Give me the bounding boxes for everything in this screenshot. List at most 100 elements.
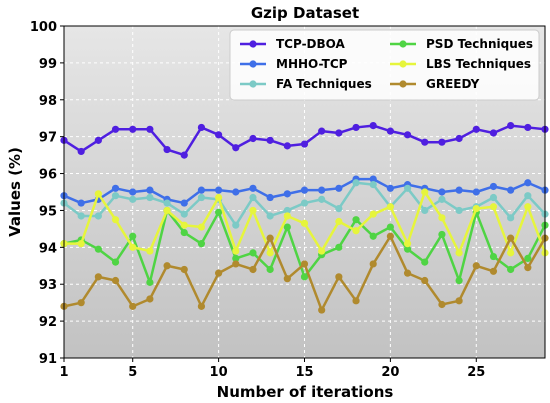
data-point-tcp-dboa <box>455 134 463 143</box>
data-point-psd-techniques <box>403 245 412 253</box>
data-point-mhho-tcp <box>386 184 394 192</box>
data-point-tcp-dboa <box>335 129 343 137</box>
data-point-psd-techniques <box>455 276 463 285</box>
data-point-lbs-techniques <box>386 203 394 211</box>
series-psd-techniques <box>60 206 549 286</box>
data-point-mhho-tcp <box>524 179 532 187</box>
data-point-mhho-tcp <box>283 190 291 198</box>
data-point-psd-techniques <box>180 228 188 237</box>
y-tick-label: 91 <box>39 352 57 367</box>
data-point-fa-techniques <box>129 195 137 203</box>
data-point-greedy <box>421 276 429 285</box>
data-point-mhho-tcp <box>318 186 326 194</box>
data-point-fa-techniques <box>180 210 188 218</box>
x-tick-label: 10 <box>210 365 228 380</box>
data-point-fa-techniques <box>335 205 343 213</box>
data-point-mhho-tcp <box>369 175 377 183</box>
data-point-greedy <box>266 234 274 242</box>
data-point-greedy <box>438 300 446 309</box>
data-point-greedy <box>335 273 343 281</box>
data-point-greedy <box>249 265 257 274</box>
data-point-lbs-techniques <box>352 227 360 235</box>
data-point-lbs-techniques <box>318 247 326 255</box>
data-point-lbs-techniques <box>421 188 429 196</box>
data-point-psd-techniques <box>283 223 291 231</box>
data-point-lbs-techniques <box>94 190 102 198</box>
y-tick-label: 95 <box>39 204 57 219</box>
data-point-tcp-dboa <box>283 142 291 150</box>
data-point-greedy <box>455 297 463 305</box>
data-point-psd-techniques <box>300 273 309 281</box>
data-point-psd-techniques <box>489 252 498 261</box>
data-point-tcp-dboa <box>77 147 85 156</box>
series-fa-techniques <box>60 179 549 229</box>
data-point-greedy <box>77 299 85 307</box>
data-point-tcp-dboa <box>386 127 394 135</box>
y-tick-label: 96 <box>39 168 57 183</box>
data-point-mhho-tcp <box>489 182 498 191</box>
data-point-tcp-dboa <box>266 136 274 144</box>
data-point-greedy <box>197 302 206 310</box>
data-point-lbs-techniques <box>197 223 206 231</box>
legend-marker-mhho-tcp <box>249 60 257 68</box>
data-point-fa-techniques <box>283 206 291 215</box>
data-point-greedy <box>489 267 498 275</box>
data-point-greedy <box>180 265 188 274</box>
data-point-greedy <box>94 273 102 281</box>
series-greedy <box>60 232 549 314</box>
data-point-mhho-tcp <box>335 184 343 192</box>
data-point-mhho-tcp <box>266 193 274 202</box>
data-point-lbs-techniques <box>266 249 274 257</box>
data-point-psd-techniques <box>129 232 137 240</box>
data-point-tcp-dboa <box>438 138 446 146</box>
data-point-lbs-techniques <box>403 240 412 248</box>
data-point-mhho-tcp <box>455 186 463 194</box>
data-point-greedy <box>215 269 223 277</box>
data-point-fa-techniques <box>232 221 240 229</box>
y-tick-label: 99 <box>39 57 57 72</box>
data-point-mhho-tcp <box>180 199 188 207</box>
chart-title: Gzip Dataset <box>251 4 359 22</box>
y-tick-label: 93 <box>39 278 57 293</box>
data-point-lbs-techniques <box>438 214 446 222</box>
data-point-tcp-dboa <box>249 134 257 143</box>
data-point-lbs-techniques <box>283 212 291 220</box>
y-axis-label: Values (%) <box>6 147 24 237</box>
data-point-greedy <box>352 297 360 305</box>
x-tick-label: 15 <box>295 365 313 380</box>
legend-label-mhho-tcp: MHHO-TCP <box>276 57 348 71</box>
data-point-fa-techniques <box>249 193 257 202</box>
data-point-psd-techniques <box>94 245 102 253</box>
x-axis-ticks: 1 5 10 15 20 25 <box>59 358 485 380</box>
data-point-mhho-tcp <box>77 199 85 207</box>
data-point-fa-techniques <box>438 195 446 203</box>
legend-label-fa-techniques: FA Techniques <box>276 77 372 91</box>
data-point-greedy <box>232 260 240 268</box>
data-point-lbs-techniques <box>300 219 309 227</box>
data-point-tcp-dboa <box>300 140 309 148</box>
data-point-greedy <box>369 260 377 268</box>
data-point-tcp-dboa <box>111 125 120 133</box>
data-point-tcp-dboa <box>146 125 154 133</box>
data-point-mhho-tcp <box>129 188 137 196</box>
data-point-lbs-techniques <box>146 247 154 255</box>
data-point-psd-techniques <box>438 230 446 239</box>
data-point-fa-techniques <box>369 181 377 189</box>
data-point-mhho-tcp <box>300 186 309 194</box>
legend-marker-lbs-techniques <box>399 60 407 68</box>
data-point-psd-techniques <box>232 254 240 262</box>
data-point-tcp-dboa <box>163 145 171 154</box>
data-point-fa-techniques <box>146 193 154 202</box>
data-point-fa-techniques <box>77 212 85 220</box>
data-point-greedy <box>524 264 532 272</box>
data-point-lbs-techniques <box>507 249 515 257</box>
data-point-fa-techniques <box>352 179 360 187</box>
data-point-mhho-tcp <box>111 184 120 192</box>
data-point-lbs-techniques <box>215 193 223 202</box>
data-point-lbs-techniques <box>524 203 532 211</box>
data-point-greedy <box>283 275 291 283</box>
series-layer <box>60 122 549 314</box>
x-tick-label: 5 <box>128 365 137 380</box>
x-axis-label: Number of iterations <box>217 383 394 401</box>
